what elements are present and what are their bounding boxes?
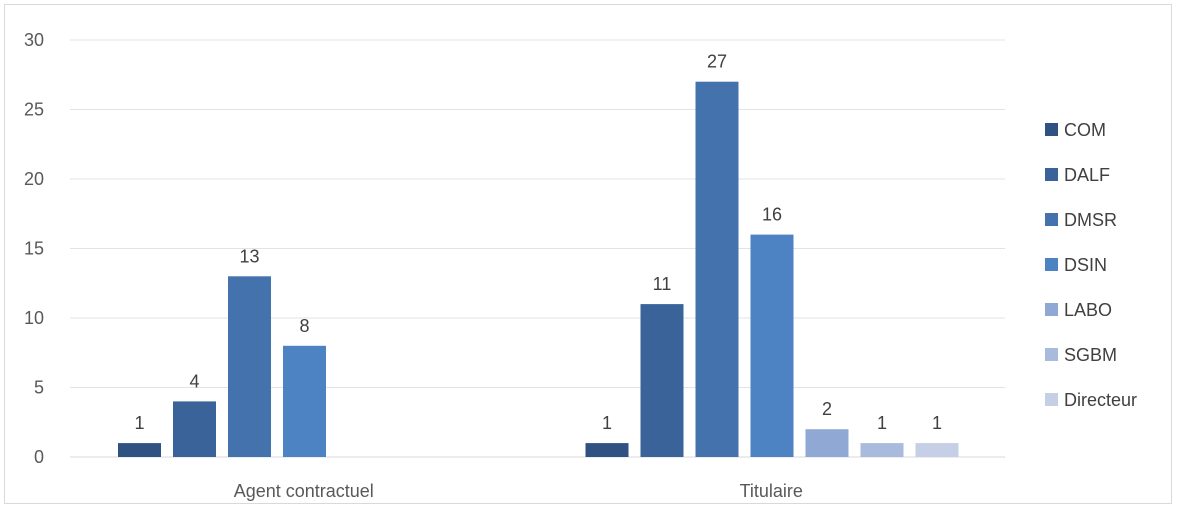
legend-swatch — [1045, 213, 1058, 226]
bar — [915, 443, 959, 457]
legend-label: DALF — [1064, 165, 1110, 185]
data-label: 1 — [602, 413, 612, 433]
data-label: 1 — [134, 413, 144, 433]
y-tick-label: 5 — [34, 378, 44, 398]
bars — [118, 81, 959, 457]
legend-label: COM — [1064, 120, 1106, 140]
legend-swatch — [1045, 258, 1058, 271]
legend-label: DSIN — [1064, 255, 1107, 275]
gridlines — [70, 39, 1005, 458]
legend-swatch — [1045, 168, 1058, 181]
bar — [750, 234, 794, 457]
legend-label: DMSR — [1064, 210, 1117, 230]
y-tick-label: 0 — [34, 447, 44, 467]
legend-swatch — [1045, 348, 1058, 361]
bar — [283, 345, 326, 457]
bar — [860, 443, 904, 457]
x-category-label: Agent contractuel — [234, 481, 374, 501]
data-label: 8 — [299, 316, 309, 336]
legend: COM DALF DMSR DSIN LABO SGBM Directeur — [1045, 120, 1137, 410]
bar — [173, 401, 216, 457]
data-label: 16 — [762, 205, 782, 225]
x-category-label: Titulaire — [740, 481, 803, 501]
y-tick-label: 10 — [24, 308, 44, 328]
bar — [585, 443, 629, 457]
legend-swatch — [1045, 393, 1058, 406]
legend-label: Directeur — [1064, 390, 1137, 410]
bar — [118, 443, 161, 457]
data-label: 2 — [822, 399, 832, 419]
data-label: 27 — [707, 52, 727, 72]
bar — [805, 429, 849, 457]
y-tick-label: 15 — [24, 239, 44, 259]
bar — [640, 304, 684, 457]
data-label: 1 — [932, 413, 942, 433]
y-tick-label: 20 — [24, 169, 44, 189]
x-axis-categories: Agent contractuel Titulaire — [234, 481, 803, 501]
legend-swatch — [1045, 123, 1058, 136]
data-label: 4 — [189, 371, 199, 391]
y-axis-ticks: 0 5 10 15 20 25 30 — [24, 30, 44, 467]
bar — [695, 81, 739, 457]
y-tick-label: 30 — [24, 30, 44, 50]
bar — [228, 276, 271, 457]
data-label: 13 — [239, 246, 259, 266]
legend-swatch — [1045, 303, 1058, 316]
legend-label: LABO — [1064, 300, 1112, 320]
data-label: 11 — [653, 274, 672, 294]
y-tick-label: 25 — [24, 100, 44, 120]
legend-label: SGBM — [1064, 345, 1117, 365]
data-label: 1 — [877, 413, 887, 433]
